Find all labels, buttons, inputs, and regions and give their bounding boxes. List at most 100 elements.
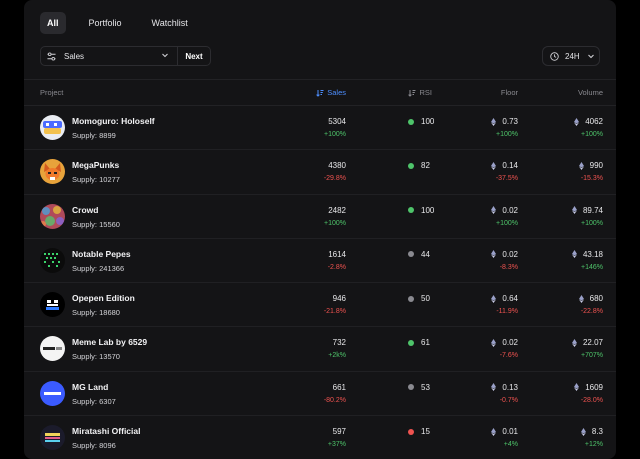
column-header-project[interactable]: Project <box>40 88 63 97</box>
table-header: Project Sales RSI Floor <box>24 80 616 105</box>
volume-change: -22.8% <box>580 308 603 316</box>
collection-name[interactable]: MegaPunks <box>72 160 120 171</box>
floor-change: -0.7% <box>499 396 518 404</box>
sales-value: 661 <box>332 382 346 392</box>
sales-change: -2.8% <box>327 263 346 271</box>
volume-change: -15.3% <box>580 175 603 183</box>
floor-value: 0.02 <box>491 206 518 215</box>
floor-value: 0.14 <box>491 161 518 170</box>
rsi-status-dot <box>408 207 414 214</box>
sales-change: -80.2% <box>323 396 346 404</box>
table-row[interactable]: Miratashi Official Supply: 8096 597 +37%… <box>24 416 616 459</box>
volume-value: 4062 <box>574 117 603 126</box>
table-row[interactable]: Meme Lab by 6529 Supply: 13570 732 +2k% … <box>24 327 616 372</box>
next-button[interactable]: Next <box>178 46 211 66</box>
crowd-pattern-icon <box>40 203 65 229</box>
rsi-status-dot <box>408 339 414 346</box>
supply-value: 241366 <box>99 263 125 273</box>
ethereum-icon <box>491 427 497 436</box>
supply-value: 6307 <box>99 396 116 406</box>
sales-value: 946 <box>332 294 346 304</box>
floor-change: -8.3% <box>499 263 518 271</box>
rsi-cell: 15 <box>408 427 430 436</box>
sort-descending-icon <box>316 89 324 97</box>
sales-change: +100% <box>324 219 346 227</box>
sales-value: 2482 <box>328 205 346 215</box>
sales-value: 732 <box>332 338 346 348</box>
collection-supply: Supply: 8096 <box>72 441 116 450</box>
floor-value: 0.02 <box>491 338 518 347</box>
column-header-rsi[interactable]: RSI <box>408 88 432 97</box>
table-row[interactable]: Opepen Edition Supply: 18680 946 -21.8% … <box>24 283 616 328</box>
floor-change: +100% <box>496 131 518 138</box>
table-row[interactable]: MG Land Supply: 6307 661 -80.2% 53 0.13 … <box>24 372 616 417</box>
sales-change: +2k% <box>328 352 346 360</box>
ethereum-icon <box>491 294 497 303</box>
collection-supply: Supply: 18680 <box>72 308 120 317</box>
sort-icon <box>408 89 416 97</box>
floor-change: +4% <box>503 441 518 449</box>
supply-label: Supply: <box>72 308 98 318</box>
rsi-cell: 53 <box>408 383 430 392</box>
column-project-label: Project <box>40 88 64 97</box>
column-header-floor[interactable]: Floor <box>501 88 518 97</box>
sales-value: 1614 <box>328 249 346 259</box>
floor-change: -7.6% <box>499 352 518 360</box>
collection-name[interactable]: Opepen Edition <box>72 293 135 304</box>
meme-lab-icon <box>40 336 65 362</box>
sales-value: 4380 <box>328 161 346 171</box>
supply-label: Supply: <box>72 219 98 229</box>
supply-value: 15560 <box>99 219 120 229</box>
collections-table: Momoguro: Holoself Supply: 8899 5304 +10… <box>24 106 616 459</box>
volume-value: 1609 <box>574 383 603 392</box>
sales-value: 597 <box>332 427 346 437</box>
rsi-cell: 100 <box>408 206 434 215</box>
table-row[interactable]: Crowd Supply: 15560 2482 +100% 100 0.02 … <box>24 195 616 239</box>
table-row[interactable]: Notable Pepes Supply: 241366 1614 -2.8% … <box>24 239 616 284</box>
volume-value: 8.3 <box>580 427 603 436</box>
rsi-status-dot <box>408 162 414 169</box>
ethereum-icon <box>578 161 584 170</box>
tab-watchlist[interactable]: Watchlist <box>151 18 188 28</box>
collection-name[interactable]: MG Land <box>72 381 109 392</box>
rsi-value: 44 <box>421 249 430 259</box>
rsi-value: 100 <box>421 205 435 215</box>
ethereum-icon <box>580 427 586 436</box>
column-header-volume[interactable]: Volume <box>578 88 603 97</box>
volume-change: +100% <box>581 219 603 227</box>
collection-name[interactable]: Meme Lab by 6529 <box>72 337 148 348</box>
supply-label: Supply: <box>72 263 98 273</box>
sales-change: -29.8% <box>323 175 346 183</box>
time-range-select[interactable]: 24H <box>542 46 600 66</box>
collection-name[interactable]: Notable Pepes <box>72 248 131 259</box>
ethereum-icon <box>491 117 497 126</box>
opepen-icon <box>40 292 65 318</box>
table-row[interactable]: Momoguro: Holoself Supply: 8899 5304 +10… <box>24 106 616 151</box>
floor-change: +100% <box>496 219 518 227</box>
rsi-status-dot <box>408 428 414 435</box>
table-row[interactable]: MegaPunks Supply: 10277 4380 -29.8% 82 0… <box>24 150 616 195</box>
chevron-down-icon <box>162 53 168 58</box>
collection-name[interactable]: Momoguro: Holoself <box>72 116 155 126</box>
tab-portfolio[interactable]: Portfolio <box>88 18 122 28</box>
collection-name[interactable]: Miratashi Official <box>72 426 141 437</box>
tab-all[interactable]: All <box>40 12 66 34</box>
sales-change: -21.8% <box>323 308 346 316</box>
rsi-cell: 82 <box>408 161 430 170</box>
column-sales-label: Sales <box>327 88 346 97</box>
floor-change: -11.9% <box>496 308 518 316</box>
column-header-sales[interactable]: Sales <box>316 88 346 97</box>
volume-change: +707% <box>581 352 603 360</box>
rsi-value: 50 <box>421 294 430 304</box>
rsi-cell: 44 <box>408 250 430 259</box>
ethereum-icon <box>491 161 497 170</box>
megapunks-fox-icon <box>40 159 65 185</box>
volume-value: 89.74 <box>571 206 603 215</box>
sort-select[interactable]: Sales <box>40 46 178 66</box>
ethereum-icon <box>578 294 584 303</box>
collection-name[interactable]: Crowd <box>72 204 99 215</box>
miratashi-icon <box>40 425 65 451</box>
volume-value: 990 <box>578 161 603 170</box>
supply-label: Supply: <box>72 441 98 451</box>
rsi-value: 61 <box>421 338 430 348</box>
